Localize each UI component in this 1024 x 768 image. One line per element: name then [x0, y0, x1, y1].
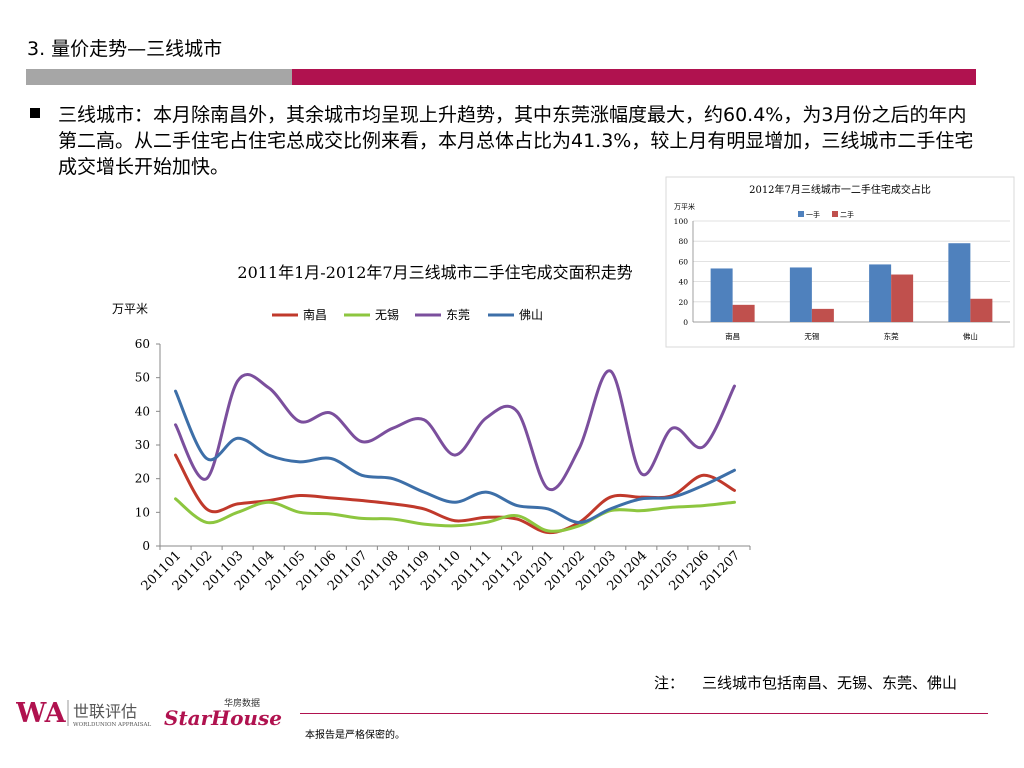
logo-star-sub: 华房数据	[224, 697, 260, 709]
bar-legend-swatch-1	[832, 211, 838, 217]
y-tick-label: 20	[135, 472, 150, 486]
y-tick-label: 0	[142, 539, 150, 553]
y-tick-label: 60	[135, 337, 150, 351]
bar-y-tick-label: 40	[678, 278, 688, 287]
legend-label-0: 南昌	[303, 307, 327, 322]
line-chart-ylabel: 万平米	[112, 302, 148, 316]
bar-y-tick-label: 100	[674, 217, 689, 226]
worldunion-logo: WA 世联评估 WORLDUNION APPRAISAL	[16, 698, 151, 729]
line-chart-title: 2011年1月-2012年7月三线城市二手住宅成交面积走势	[237, 263, 632, 282]
bar-legend-swatch-0	[798, 211, 804, 217]
logo-wa-mark: WA	[16, 698, 67, 729]
note-text: 三线城市包括南昌、无锡、东莞、佛山	[702, 674, 958, 692]
bar-x-tick-label: 南昌	[725, 331, 740, 341]
bar-legend-label-0: 一手	[806, 210, 820, 219]
y-tick-label: 40	[135, 404, 150, 418]
bar-y-tick-label: 0	[683, 318, 688, 327]
title-bar-grey	[26, 69, 292, 85]
bar-0-2	[869, 264, 892, 322]
confidential-notice: 本报告是严格保密的。	[305, 730, 405, 741]
bar-chart-title: 2012年7月三线城市一二手住宅成交占比	[749, 183, 931, 196]
legend-label-2: 东莞	[446, 308, 470, 322]
logo-wa-sub: WORLDUNION APPRAISAL	[73, 722, 151, 728]
footer-divider	[300, 713, 988, 714]
bar-y-tick-label: 60	[678, 257, 688, 266]
bullet-square	[30, 108, 40, 118]
bar-0-0	[710, 268, 733, 322]
title-bar-red	[292, 69, 976, 85]
summary-paragraph: 三线城市：本月除南昌外，其余城市均呈现上升趋势，其中东莞涨幅度最大，约60.4%…	[58, 104, 974, 178]
bar-x-tick-label: 东莞	[884, 331, 899, 341]
legend-label-1: 无锡	[375, 307, 399, 322]
starhouse-logo: 华房数据 StarHouse	[164, 697, 282, 730]
bar-x-tick-label: 佛山	[963, 331, 978, 341]
bar-0-3	[948, 243, 971, 322]
y-tick-label: 10	[135, 505, 150, 519]
note-label: 注：	[654, 674, 685, 692]
bar-0-1	[789, 267, 812, 322]
series-line-2	[174, 369, 736, 492]
bar-1-2	[891, 274, 914, 322]
bar-1-0	[732, 304, 755, 322]
bar-chart-ylabel: 万平米	[674, 202, 695, 211]
bar-y-tick-label: 20	[678, 298, 688, 307]
bar-legend-label-1: 二手	[840, 210, 854, 219]
bar-1-1	[811, 308, 834, 322]
logo-star-name: StarHouse	[164, 706, 282, 730]
bar-x-tick-label: 无锡	[804, 332, 819, 341]
bar-y-tick-label: 80	[678, 237, 688, 246]
y-tick-label: 50	[135, 371, 150, 385]
note: 注： 三线城市包括南昌、无锡、东莞、佛山	[654, 672, 957, 693]
y-tick-label: 30	[135, 438, 150, 452]
logo-wa-name: 世联评估	[73, 702, 137, 721]
bar-1-3	[970, 298, 993, 322]
slide-title: 3. 量价走势—三线城市	[27, 38, 223, 60]
legend-label-3: 佛山	[519, 308, 543, 322]
